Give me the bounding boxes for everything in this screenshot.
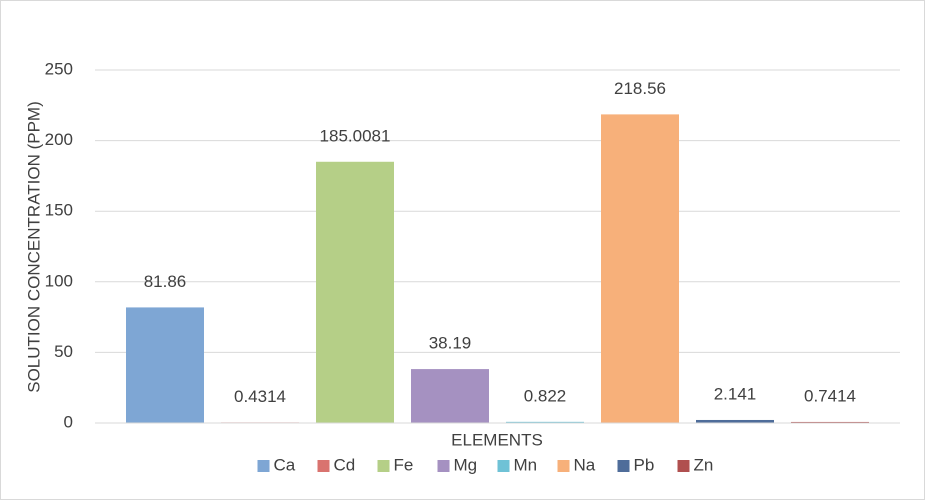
legend-swatch	[257, 460, 270, 472]
bar	[126, 307, 204, 423]
bar	[506, 421, 584, 423]
legend-swatch	[677, 460, 690, 472]
legend-label: Zn	[694, 455, 714, 474]
y-tick-label: 200	[45, 130, 73, 149]
legend-swatch	[557, 460, 570, 472]
y-tick-label: 0	[64, 412, 73, 431]
value-label: 218.56	[614, 79, 666, 98]
bar	[316, 161, 394, 424]
legend-label: Cd	[334, 455, 356, 474]
legend-swatch	[377, 460, 390, 472]
value-label: 0.822	[524, 386, 567, 405]
legend-swatch	[317, 460, 330, 472]
legend-label: Ca	[274, 455, 296, 474]
value-label: 0.7414	[804, 386, 856, 405]
legend-label: Fe	[394, 455, 414, 474]
bar	[696, 419, 774, 423]
value-label: 81.86	[144, 272, 187, 291]
legend-label: Na	[574, 455, 596, 474]
legend-swatch	[497, 460, 510, 472]
y-tick-label: 250	[45, 59, 73, 78]
legend-swatch	[437, 460, 450, 472]
value-label: 185.0081	[320, 126, 391, 145]
y-tick-label: 100	[45, 271, 73, 290]
y-axis-title: SOLUTION CONCENTRATION (PPM)	[24, 101, 43, 393]
y-tick-label: 50	[54, 342, 73, 361]
bar	[411, 369, 489, 423]
legend-swatch	[617, 460, 630, 472]
value-label: 38.19	[429, 334, 472, 353]
legend-label: Mg	[454, 455, 478, 474]
bar	[791, 421, 869, 423]
y-tick-label: 150	[45, 201, 73, 220]
legend-label: Pb	[634, 455, 655, 474]
x-axis-title: ELEMENTS	[451, 430, 543, 449]
value-label: 0.4314	[234, 387, 286, 406]
value-label: 2.141	[714, 384, 757, 403]
bar	[601, 114, 679, 423]
legend-label: Mn	[514, 455, 538, 474]
